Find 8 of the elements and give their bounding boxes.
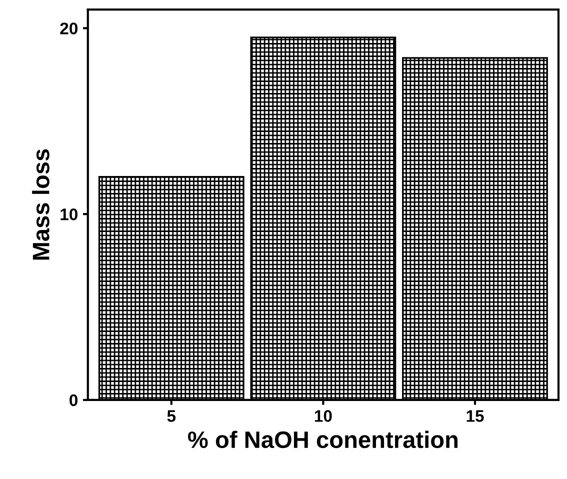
y-axis-title: Mass loss (32, 149, 50, 260)
x-axis-title: % of NaOH conentration (188, 430, 458, 448)
x-tick-label: 5 (167, 410, 176, 422)
x-tick-label: 10 (314, 410, 332, 422)
y-tick-label: 0 (70, 394, 78, 406)
x-tick-label: 15 (466, 410, 484, 422)
y-tick-label: 10 (60, 208, 78, 220)
y-tick-label: 20 (60, 22, 78, 34)
